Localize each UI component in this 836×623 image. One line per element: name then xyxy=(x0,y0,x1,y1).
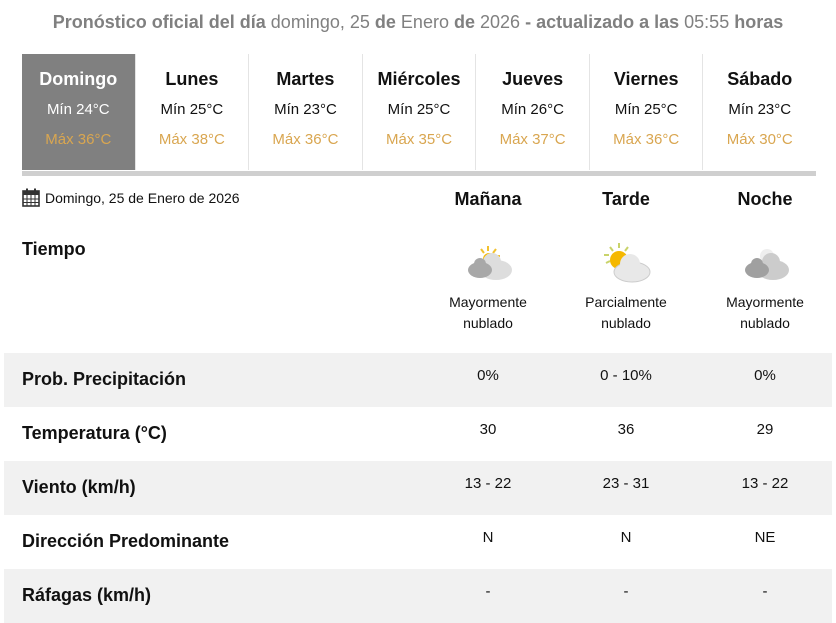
title-de: de xyxy=(453,12,475,32)
value-tarde: 36 xyxy=(617,421,635,438)
title-prefix: Pronóstico oficial del día xyxy=(52,12,266,32)
title-month: Enero xyxy=(400,12,449,32)
mostly-cloudy-icon xyxy=(468,246,512,280)
weather-label: Tiempo xyxy=(22,239,86,259)
day-name: Viernes xyxy=(613,69,679,89)
weather-noche: Mayormente nublado xyxy=(695,240,835,334)
title-de: de xyxy=(374,12,396,32)
row-label: Viento (km/h) xyxy=(22,477,136,497)
title-time: 05:55 xyxy=(684,12,730,32)
tab-martes[interactable]: Martes Mín 23°C Máx 36°C xyxy=(249,54,363,170)
value-noche: 0% xyxy=(754,367,776,384)
forecast-title: Pronóstico oficial del día domingo, 25 d… xyxy=(0,12,836,33)
weather-desc: nublado xyxy=(463,315,513,331)
value-tarde: 0 - 10% xyxy=(600,367,652,384)
day-min: Mín 23°C xyxy=(728,101,792,118)
row-label: Temperatura (°C) xyxy=(22,423,167,443)
weather-tarde: Parcialmente nublado xyxy=(556,240,696,334)
tab-lunes[interactable]: Lunes Mín 25°C Máx 38°C xyxy=(136,54,250,170)
day-max: Máx 38°C xyxy=(158,131,225,148)
value-manana: 0% xyxy=(477,367,499,384)
day-max: Máx 35°C xyxy=(386,131,453,148)
value-manana: 13 - 22 xyxy=(464,475,512,492)
tab-sabado[interactable]: Sábado Mín 23°C Máx 30°C xyxy=(703,54,816,170)
calendar-icon xyxy=(22,188,40,207)
value-tarde: N xyxy=(620,529,632,546)
row-temperature: Temperatura (°C) 30 36 29 xyxy=(4,407,832,461)
title-hours: horas xyxy=(734,12,784,32)
day-min: Mín 25°C xyxy=(614,101,678,118)
day-name: Domingo xyxy=(39,69,118,89)
tab-viernes[interactable]: Viernes Mín 25°C Máx 36°C xyxy=(590,54,704,170)
partly-cloudy-icon xyxy=(604,243,651,283)
day-name: Miércoles xyxy=(377,69,461,89)
weather-desc: nublado xyxy=(740,315,790,331)
column-manana: Mañana xyxy=(454,189,522,209)
day-name: Martes xyxy=(276,69,335,89)
day-max: Máx 37°C xyxy=(499,131,566,148)
value-tarde: 23 - 31 xyxy=(602,475,650,492)
tab-miercoles[interactable]: Miércoles Mín 25°C Máx 35°C xyxy=(363,54,477,170)
value-manana: N xyxy=(482,529,494,546)
detail-date: Domingo, 25 de Enero de 2026 xyxy=(22,188,240,207)
row-precipitation: Prob. Precipitación 0% 0 - 10% 0% xyxy=(4,353,832,407)
value-manana: - xyxy=(485,583,491,600)
value-noche: 13 - 22 xyxy=(741,475,789,492)
day-max: Máx 36°C xyxy=(272,131,339,148)
row-label: Prob. Precipitación xyxy=(22,369,187,389)
value-tarde: - xyxy=(623,583,629,600)
mostly-cloudy-night-icon xyxy=(745,249,789,280)
tab-domingo[interactable]: Domingo Mín 24°C Máx 36°C xyxy=(22,54,136,170)
day-name: Lunes xyxy=(165,69,219,89)
title-date: domingo, 25 xyxy=(270,12,370,32)
day-max: Máx 30°C xyxy=(726,131,793,148)
day-tabs: Domingo Mín 24°C Máx 36°C Lunes Mín 25°C Máx… xyxy=(22,54,816,170)
day-min: Mín 25°C xyxy=(160,101,224,118)
row-wind: Viento (km/h) 13 - 22 23 - 31 13 - 22 xyxy=(4,461,832,515)
weather-desc: nublado xyxy=(601,315,651,331)
tab-jueves[interactable]: Jueves Mín 26°C Máx 37°C xyxy=(476,54,590,170)
day-name: Sábado xyxy=(727,69,793,89)
detail-date-text: Domingo, 25 de Enero de 2026 xyxy=(45,189,240,206)
weather-desc: Mayormente xyxy=(726,294,804,310)
day-min: Mín 23°C xyxy=(274,101,337,118)
column-noche: Noche xyxy=(737,189,793,209)
row-label: Ráfagas (km/h) xyxy=(22,585,152,605)
tabs-underline xyxy=(22,171,816,176)
day-min: Mín 24°C xyxy=(46,101,110,118)
row-label: Dirección Predominante xyxy=(22,531,230,551)
value-noche: - xyxy=(762,583,768,600)
day-max: Máx 36°C xyxy=(613,131,680,148)
value-noche: 29 xyxy=(756,421,774,438)
title-year: 2026 xyxy=(480,12,521,32)
weather-desc: Parcialmente xyxy=(585,294,667,310)
value-manana: 30 xyxy=(479,421,497,438)
weather-manana: Mayormente nublado xyxy=(418,240,558,334)
day-min: Mín 25°C xyxy=(387,101,451,118)
column-tarde: Tarde xyxy=(602,189,650,209)
day-min: Mín 26°C xyxy=(501,101,564,118)
row-direction: Dirección Predominante N N NE xyxy=(4,515,832,569)
title-updated: - actualizado a las xyxy=(525,12,680,32)
weather-desc: Mayormente xyxy=(449,294,527,310)
day-name: Jueves xyxy=(502,69,564,89)
value-noche: NE xyxy=(754,529,776,546)
day-max: Máx 36°C xyxy=(45,131,112,148)
row-gusts: Ráfagas (km/h) - - - xyxy=(4,569,832,623)
